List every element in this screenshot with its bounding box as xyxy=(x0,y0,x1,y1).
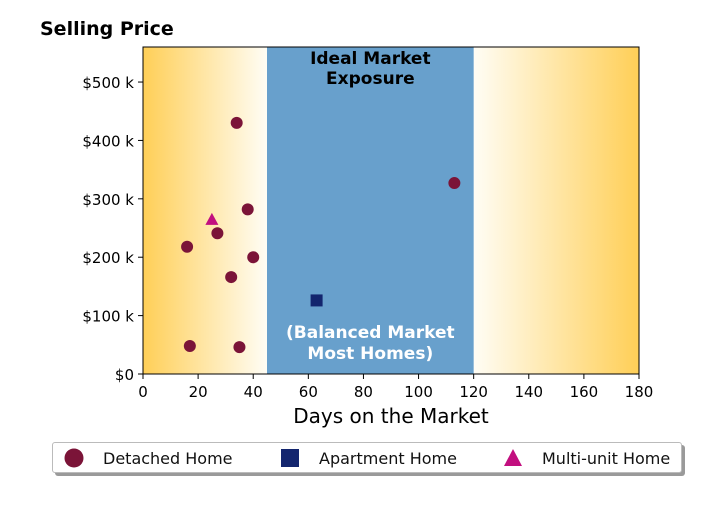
x-tick-label: 40 xyxy=(244,383,263,401)
y-tick-label: $400 k xyxy=(82,132,134,150)
x-tick-label: 160 xyxy=(570,383,599,401)
band-label-top-line1: Ideal Market xyxy=(310,49,431,69)
detached-home-point xyxy=(211,227,224,240)
data-points xyxy=(181,116,461,354)
circle-marker-icon xyxy=(63,447,85,469)
x-tick-label: 0 xyxy=(138,383,148,401)
ideal-exposure-band xyxy=(267,47,474,374)
plot-frame xyxy=(142,46,640,375)
legend-label: Apartment Home xyxy=(319,448,457,468)
detached-home-point xyxy=(181,240,194,253)
x-axis: 0 20 40 60 80 100 120 140 160 180 xyxy=(138,374,653,401)
legend-item-detached: Detached Home xyxy=(63,447,233,469)
plot-background xyxy=(143,47,639,374)
x-tick-label: 180 xyxy=(625,383,654,401)
y-tick-label: $200 k xyxy=(82,249,134,267)
x-tick-label: 80 xyxy=(354,383,373,401)
x-tick-label: 20 xyxy=(189,383,208,401)
x-tick-label: 140 xyxy=(514,383,543,401)
detached-home-point xyxy=(247,251,260,264)
legend: Detached Home Apartment Home Multi-unit … xyxy=(52,442,682,473)
apartment-home-point xyxy=(310,294,323,307)
legend-label: Multi-unit Home xyxy=(542,448,671,468)
detached-home-point xyxy=(183,339,196,352)
x-tick-label: 120 xyxy=(459,383,488,401)
legend-item-apartment: Apartment Home xyxy=(279,447,457,469)
detached-home-point xyxy=(233,341,246,354)
detached-home-point xyxy=(225,271,238,284)
band-label-bottom-line1: (Balanced Market xyxy=(286,323,455,343)
y-tick-label: $100 k xyxy=(82,308,134,326)
band-label-bottom-line2: Most Homes) xyxy=(307,344,433,364)
square-marker-icon xyxy=(279,447,301,469)
y-tick-label: $300 k xyxy=(82,191,134,209)
legend-label: Detached Home xyxy=(103,448,233,468)
legend-item-multi-unit: Multi-unit Home xyxy=(502,447,670,469)
y-axis: $0 $100 k $200 k $300 k $400 k $500 k xyxy=(82,74,143,384)
x-tick-label: 60 xyxy=(299,383,318,401)
multi-unit-home-point xyxy=(205,212,219,225)
band-label-top-line2: Exposure xyxy=(326,69,415,89)
y-tick-label: $500 k xyxy=(82,74,134,92)
detached-home-point xyxy=(448,177,461,190)
y-tick-label: $0 xyxy=(115,366,134,384)
detached-home-point xyxy=(230,116,243,129)
gradient-right-region xyxy=(473,47,639,374)
chart-title: Selling Price xyxy=(40,18,174,40)
detached-home-point xyxy=(241,203,254,216)
x-axis-label: Days on the Market xyxy=(293,404,489,428)
x-tick-label: 100 xyxy=(404,383,433,401)
chart: Selling Price Ideal Market Exposure (Bal… xyxy=(40,18,653,428)
triangle-marker-icon xyxy=(502,447,524,469)
